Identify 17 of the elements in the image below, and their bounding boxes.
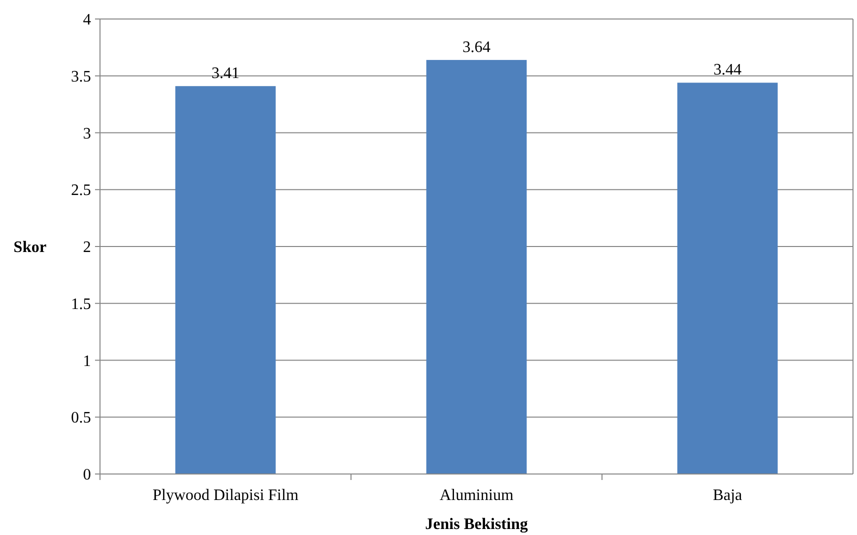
y-tick-label: 0.5 [71,410,91,427]
x-tick-label: Plywood Dilapisi Film [152,487,299,504]
data-label: 3.64 [462,38,490,56]
data-label: 3.44 [714,62,742,79]
y-tick-label: 0 [83,466,91,484]
y-tick-label: 1 [83,352,91,370]
x-axis-title: Jenis Bekisting [425,516,528,533]
y-axis-title: Skor [14,239,46,256]
y-tick-label: 4 [83,12,91,29]
y-tick-label: 2.5 [71,182,91,200]
y-tick-label: 1.5 [71,296,91,313]
y-tick-label: 2 [83,239,91,256]
y-tick-label: 3.5 [71,68,91,86]
x-tick-label: Baja [712,487,742,504]
x-tick-label: Aluminium [440,487,514,504]
y-tick-label: 3 [83,125,91,142]
data-label: 3.41 [212,65,240,82]
